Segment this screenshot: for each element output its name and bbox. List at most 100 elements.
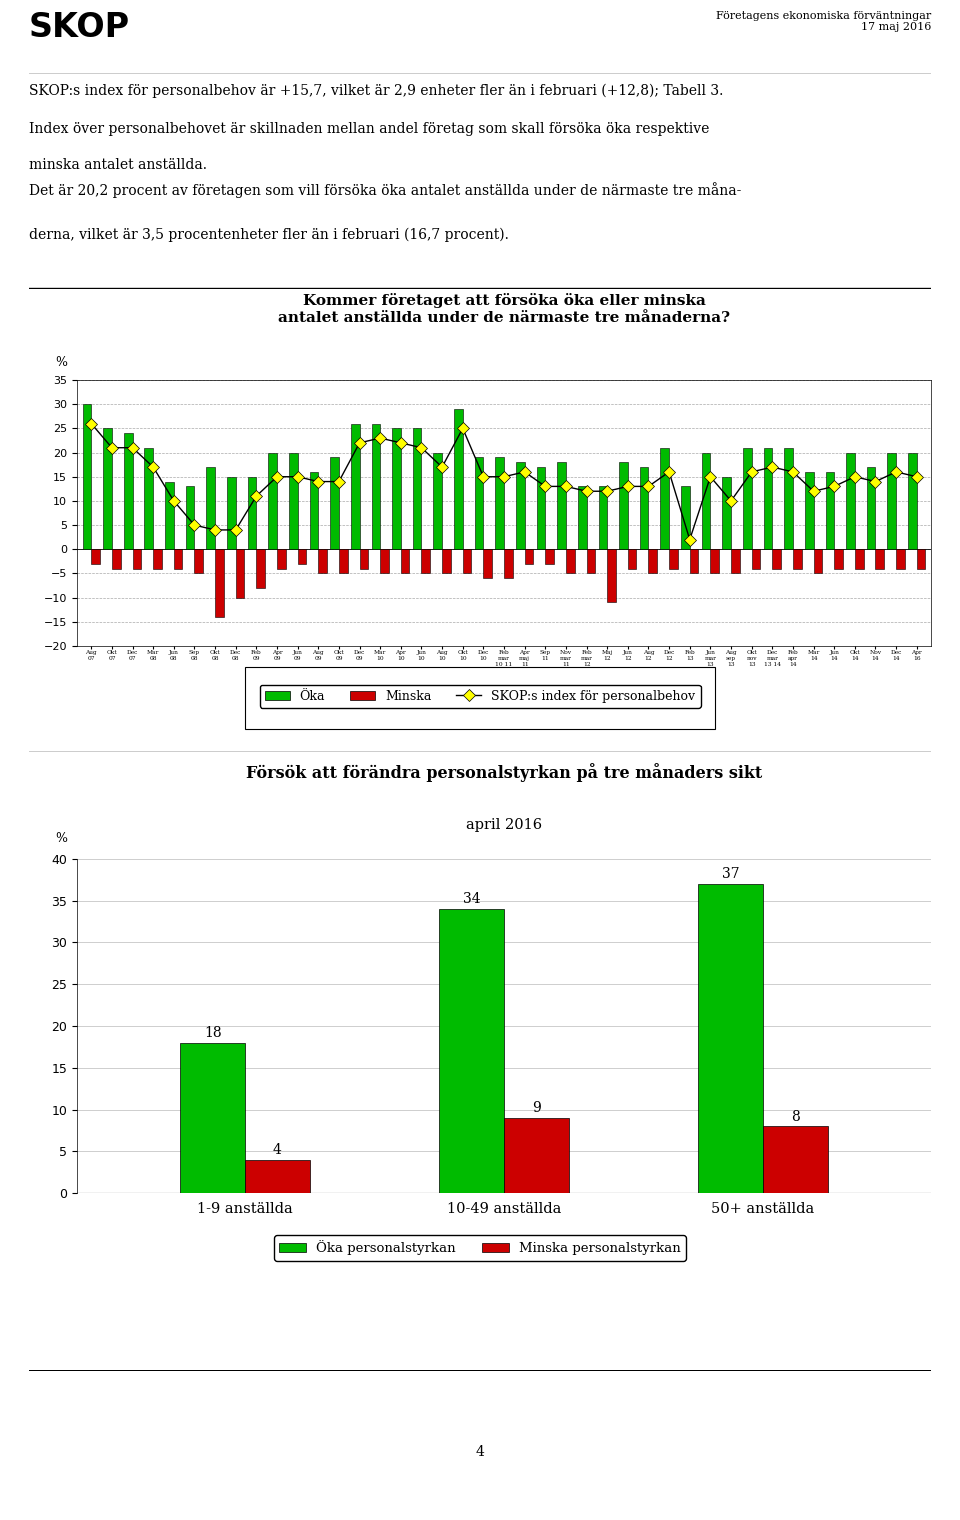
- Bar: [433, 453, 443, 549]
- Bar: [154, 549, 162, 568]
- Bar: [813, 549, 822, 573]
- Bar: [245, 1160, 310, 1193]
- Bar: [846, 453, 854, 549]
- Bar: [763, 1126, 828, 1193]
- Text: 37: 37: [722, 868, 739, 882]
- Bar: [401, 549, 410, 573]
- Bar: [319, 549, 327, 573]
- Bar: [628, 549, 636, 568]
- Bar: [917, 549, 925, 568]
- Bar: [174, 549, 182, 568]
- Bar: [145, 448, 154, 549]
- Bar: [104, 429, 112, 549]
- Bar: [722, 477, 731, 549]
- Bar: [854, 549, 863, 568]
- Text: %: %: [56, 356, 67, 369]
- Bar: [619, 462, 628, 549]
- Bar: [698, 883, 763, 1193]
- Bar: [484, 549, 492, 578]
- Text: 8: 8: [791, 1110, 800, 1123]
- Bar: [607, 549, 616, 602]
- Bar: [867, 467, 876, 549]
- Bar: [598, 486, 607, 549]
- Bar: [380, 549, 389, 573]
- Bar: [350, 424, 360, 549]
- Bar: [289, 453, 298, 549]
- Bar: [731, 549, 740, 573]
- Bar: [186, 486, 195, 549]
- Bar: [908, 453, 917, 549]
- Bar: [834, 549, 843, 568]
- Bar: [463, 549, 471, 573]
- Bar: [763, 448, 772, 549]
- Bar: [495, 458, 504, 549]
- Bar: [421, 549, 430, 573]
- Bar: [256, 549, 265, 588]
- Bar: [91, 549, 100, 564]
- Bar: [743, 448, 752, 549]
- Text: Det är 20,2 procent av företagen som vill försöka öka antalet anställda under de: Det är 20,2 procent av företagen som vil…: [29, 182, 741, 198]
- Bar: [826, 471, 834, 549]
- Text: april 2016: april 2016: [466, 818, 542, 831]
- Bar: [660, 448, 669, 549]
- Text: Index över personalbehovet är skillnaden mellan andel företag som skall försöka : Index över personalbehovet är skillnaden…: [29, 122, 709, 135]
- Bar: [669, 549, 678, 568]
- Bar: [372, 424, 380, 549]
- Text: 4: 4: [273, 1143, 282, 1157]
- Bar: [524, 549, 534, 564]
- Text: 34: 34: [463, 892, 480, 906]
- Text: minska antalet anställda.: minska antalet anställda.: [29, 158, 206, 172]
- Bar: [245, 667, 715, 730]
- Bar: [215, 549, 224, 617]
- Bar: [443, 549, 451, 573]
- Bar: [516, 462, 524, 549]
- Bar: [648, 549, 658, 573]
- Bar: [784, 448, 793, 549]
- Text: derna, vilket är 3,5 procentenheter fler än i februari (16,7 procent).: derna, vilket är 3,5 procentenheter fler…: [29, 228, 509, 242]
- Bar: [887, 453, 896, 549]
- Bar: [83, 404, 91, 549]
- Bar: [565, 549, 575, 573]
- Bar: [165, 482, 174, 549]
- Text: %: %: [56, 833, 67, 845]
- Bar: [112, 549, 121, 568]
- Bar: [793, 549, 802, 568]
- Bar: [702, 453, 710, 549]
- Text: 18: 18: [204, 1026, 222, 1040]
- Bar: [876, 549, 884, 568]
- Bar: [537, 467, 545, 549]
- Bar: [504, 549, 513, 578]
- Bar: [772, 549, 780, 568]
- Legend: Öka, Minska, SKOP:s index för personalbehov: Öka, Minska, SKOP:s index för personalbe…: [259, 684, 701, 708]
- Bar: [557, 462, 565, 549]
- Bar: [578, 486, 587, 549]
- Bar: [545, 549, 554, 564]
- Text: Kommer företaget att försöka öka eller minska
antalet anställda under de närmast: Kommer företaget att försöka öka eller m…: [278, 293, 730, 325]
- Bar: [440, 909, 504, 1193]
- Bar: [474, 458, 484, 549]
- Bar: [228, 477, 236, 549]
- Text: SKOP:s index för personalbehov är +15,7, vilket är 2,9 enheter fler än i februar: SKOP:s index för personalbehov är +15,7,…: [29, 84, 723, 97]
- Bar: [392, 429, 401, 549]
- Bar: [752, 549, 760, 568]
- Bar: [413, 429, 421, 549]
- Text: 9: 9: [532, 1102, 540, 1116]
- Bar: [360, 549, 369, 568]
- Bar: [587, 549, 595, 573]
- Text: Försök att förändra personalstyrkan på tre månaders sikt: Försök att förändra personalstyrkan på t…: [246, 763, 762, 781]
- Bar: [639, 467, 648, 549]
- Bar: [124, 433, 132, 549]
- Bar: [180, 1043, 245, 1193]
- Bar: [248, 477, 256, 549]
- Bar: [689, 549, 699, 573]
- Bar: [309, 471, 319, 549]
- Bar: [236, 549, 245, 597]
- Bar: [710, 549, 719, 573]
- Bar: [277, 549, 286, 568]
- Text: Företagens ekonomiska förväntningar
17 maj 2016: Företagens ekonomiska förväntningar 17 m…: [716, 11, 931, 32]
- Bar: [804, 471, 813, 549]
- Bar: [330, 458, 339, 549]
- Bar: [195, 549, 204, 573]
- Bar: [132, 549, 141, 568]
- Bar: [339, 549, 348, 573]
